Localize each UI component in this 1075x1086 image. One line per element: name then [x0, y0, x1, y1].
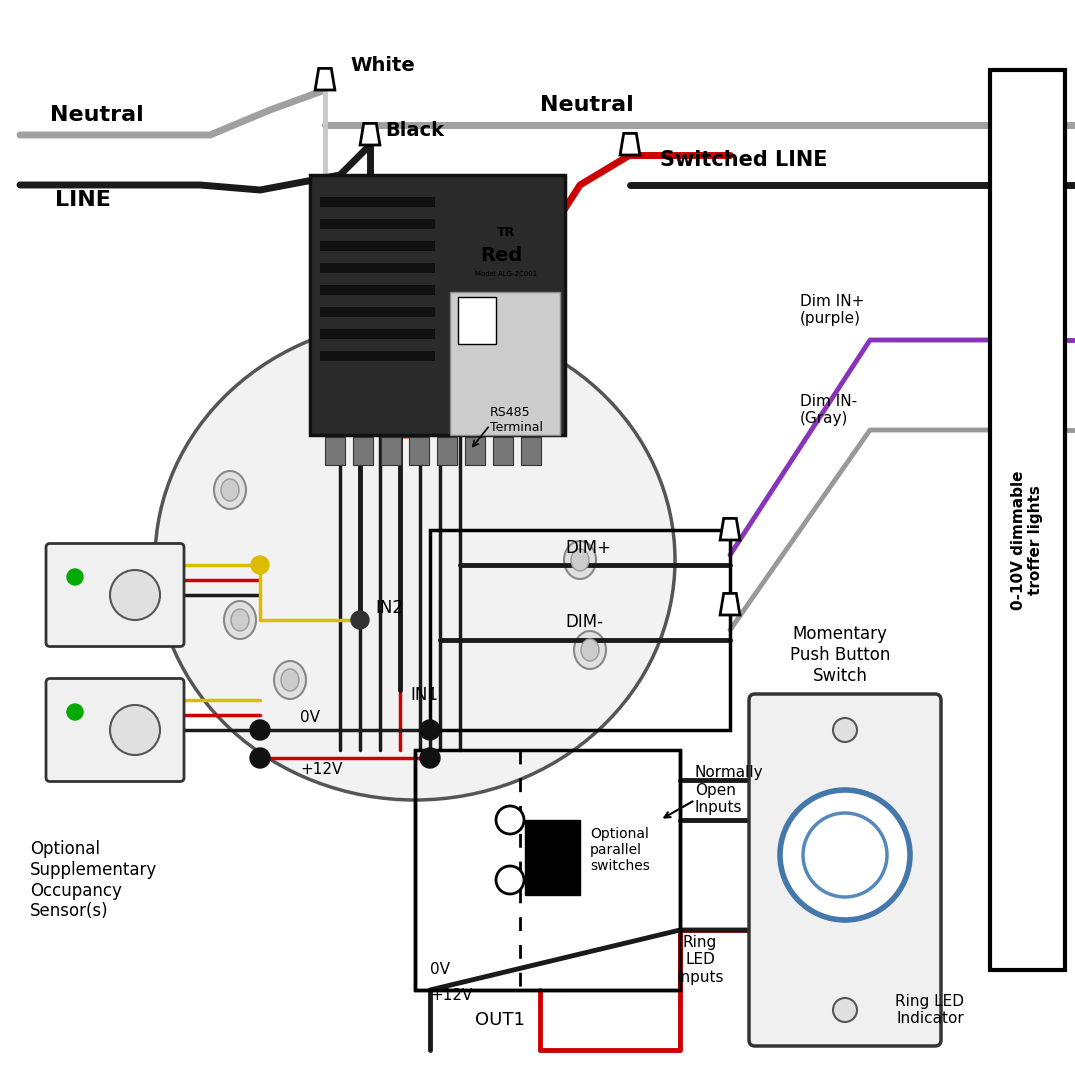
Circle shape	[420, 720, 440, 740]
FancyBboxPatch shape	[46, 543, 184, 646]
Bar	[465, 437, 485, 465]
Text: Momentary
Push Button
Switch: Momentary Push Button Switch	[790, 626, 890, 685]
Bar	[320, 351, 434, 361]
FancyBboxPatch shape	[46, 679, 184, 782]
Circle shape	[352, 611, 369, 629]
Circle shape	[250, 556, 269, 574]
Bar	[320, 307, 434, 317]
Text: Optional
parallel
switches: Optional parallel switches	[590, 826, 650, 873]
Text: White: White	[350, 55, 415, 75]
Bar	[320, 285, 434, 295]
Bar	[408, 437, 429, 465]
Bar	[525, 820, 581, 895]
Ellipse shape	[221, 479, 239, 501]
Polygon shape	[360, 124, 379, 146]
Bar	[325, 437, 345, 465]
Circle shape	[496, 866, 524, 894]
Bar	[521, 437, 541, 465]
FancyBboxPatch shape	[749, 694, 941, 1046]
Ellipse shape	[155, 320, 675, 800]
FancyBboxPatch shape	[450, 292, 560, 435]
FancyBboxPatch shape	[310, 175, 565, 435]
Polygon shape	[315, 68, 335, 90]
Bar	[320, 219, 434, 229]
Ellipse shape	[214, 471, 246, 509]
Text: Dim IN-
(Gray): Dim IN- (Gray)	[800, 394, 857, 426]
Text: DIM-: DIM-	[565, 613, 603, 631]
Circle shape	[833, 998, 857, 1022]
Polygon shape	[620, 134, 640, 155]
Bar	[430, 530, 730, 730]
Text: RS485
Terminal: RS485 Terminal	[490, 406, 543, 434]
Text: 0-10V dimmable
troffer lights: 0-10V dimmable troffer lights	[1010, 470, 1043, 609]
Text: OUT1: OUT1	[475, 1011, 525, 1030]
Bar	[320, 263, 434, 273]
Text: Black: Black	[385, 121, 444, 139]
Bar	[415, 750, 680, 990]
Ellipse shape	[274, 661, 306, 699]
Circle shape	[110, 570, 160, 620]
Ellipse shape	[281, 669, 299, 691]
Bar	[320, 241, 434, 251]
Text: Switched LINE: Switched LINE	[660, 150, 828, 171]
Ellipse shape	[580, 639, 599, 661]
Ellipse shape	[564, 541, 596, 579]
Ellipse shape	[231, 609, 249, 631]
Circle shape	[420, 748, 440, 768]
Text: IN2: IN2	[375, 599, 403, 617]
Circle shape	[250, 720, 270, 740]
Ellipse shape	[571, 550, 589, 571]
Bar	[438, 437, 457, 465]
Bar	[320, 197, 434, 207]
Circle shape	[67, 704, 83, 720]
Circle shape	[250, 748, 270, 768]
Bar	[493, 437, 513, 465]
Text: Neutral: Neutral	[51, 105, 144, 125]
Circle shape	[833, 718, 857, 742]
Circle shape	[496, 806, 524, 834]
Bar	[320, 329, 434, 339]
Bar	[353, 437, 373, 465]
Polygon shape	[720, 593, 740, 615]
Text: +12V: +12V	[300, 762, 342, 778]
Text: 0V: 0V	[300, 710, 320, 725]
Text: LINE: LINE	[55, 190, 111, 210]
Polygon shape	[720, 518, 740, 540]
Text: Ring
LED
Inputs: Ring LED Inputs	[676, 935, 723, 985]
Circle shape	[67, 569, 83, 585]
Ellipse shape	[224, 601, 256, 639]
Circle shape	[803, 813, 887, 897]
Circle shape	[780, 790, 911, 920]
Text: +12V: +12V	[430, 987, 472, 1002]
Bar	[381, 437, 401, 465]
Text: Optional
Supplementary
Occupancy
Sensor(s): Optional Supplementary Occupancy Sensor(…	[30, 839, 157, 921]
Text: Model ALG-2C001: Model ALG-2C001	[475, 270, 538, 277]
Text: IN1: IN1	[410, 686, 438, 704]
Ellipse shape	[574, 631, 606, 669]
Text: Neutral: Neutral	[540, 94, 634, 115]
Text: Ring LED
Indicator: Ring LED Indicator	[895, 994, 964, 1026]
FancyBboxPatch shape	[990, 70, 1065, 970]
Text: Red: Red	[481, 245, 522, 265]
Text: DIM+: DIM+	[565, 539, 611, 557]
Text: Dim IN+
(purple): Dim IN+ (purple)	[800, 294, 864, 326]
Text: Normally
Open
Inputs: Normally Open Inputs	[696, 766, 763, 814]
Text: TR: TR	[498, 226, 516, 239]
Text: 0V: 0V	[430, 962, 450, 977]
Circle shape	[110, 705, 160, 755]
FancyBboxPatch shape	[458, 298, 497, 344]
